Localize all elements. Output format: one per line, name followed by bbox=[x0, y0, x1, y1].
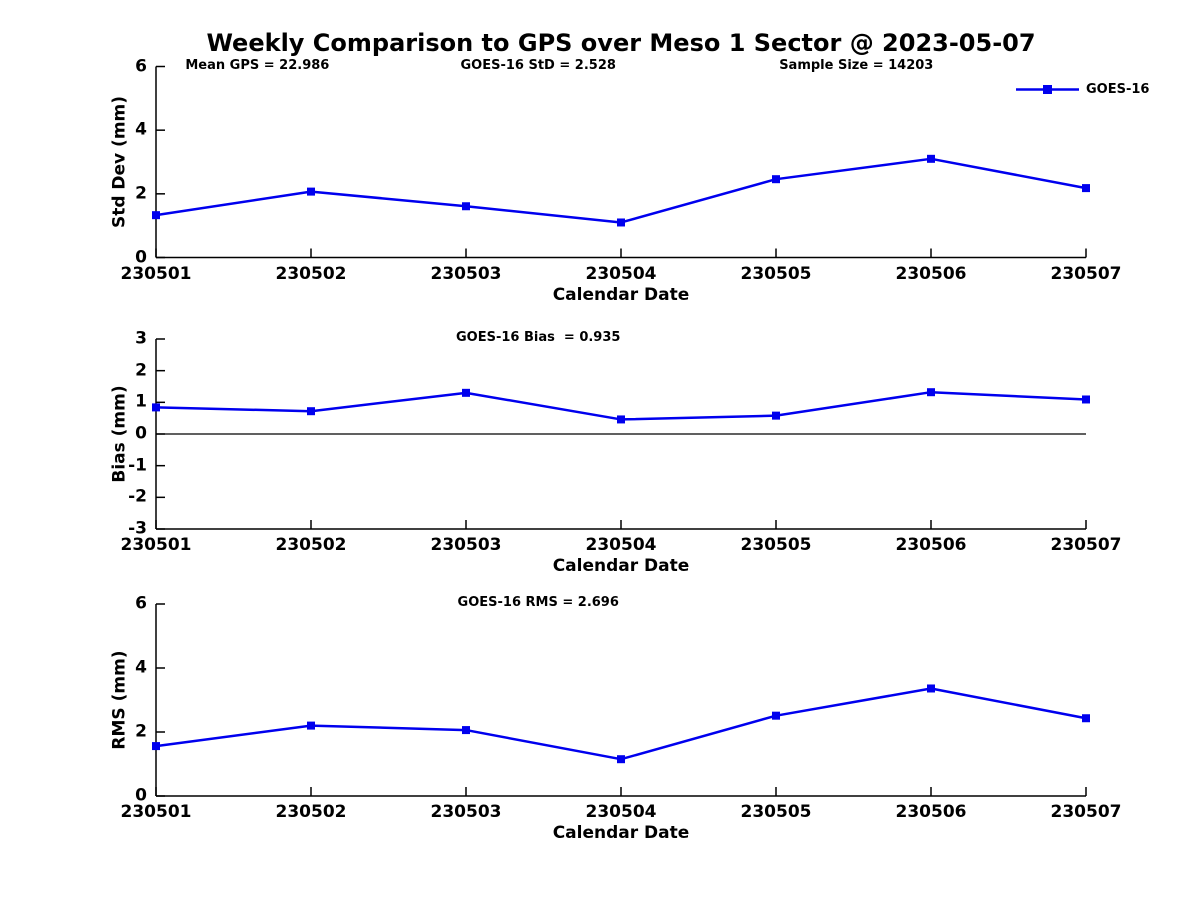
figure-title: Weekly Comparison to GPS over Meso 1 Sec… bbox=[206, 29, 1036, 57]
y-axis-label: RMS (mm) bbox=[109, 650, 130, 750]
x-tick-label: 230505 bbox=[740, 263, 812, 284]
series-marker bbox=[152, 742, 160, 751]
x-axis-label: Calendar Date bbox=[552, 556, 690, 576]
x-tick-label: 230505 bbox=[740, 802, 812, 822]
x-tick-label: 230503 bbox=[430, 535, 502, 555]
x-tick-label: 230501 bbox=[120, 263, 192, 284]
x-tick-label: 230506 bbox=[895, 535, 967, 555]
y-axis-label: Std Dev (mm) bbox=[109, 95, 130, 229]
series-marker bbox=[1082, 395, 1090, 404]
x-tick-label: 230507 bbox=[1050, 263, 1122, 284]
series-line bbox=[155, 390, 1087, 421]
series-marker bbox=[307, 721, 315, 730]
series-marker bbox=[462, 726, 470, 735]
chart-annotation: GOES-16 Bias = 0.935 bbox=[455, 330, 621, 345]
series-marker bbox=[772, 175, 780, 184]
legend-marker bbox=[1043, 85, 1052, 94]
series-marker bbox=[152, 403, 160, 412]
x-tick-label: 230502 bbox=[275, 802, 347, 822]
x-tick-label: 230502 bbox=[275, 535, 347, 555]
y-tick-label: -2 bbox=[128, 486, 147, 507]
y-tick-label: -3 bbox=[128, 518, 147, 539]
series-marker bbox=[617, 755, 625, 764]
series-marker bbox=[617, 218, 625, 227]
series-marker bbox=[772, 711, 780, 720]
x-axis-label: Calendar Date bbox=[552, 284, 690, 305]
series-marker bbox=[927, 154, 935, 163]
x-tick-label: 230507 bbox=[1050, 802, 1122, 822]
y-tick-label: 0 bbox=[135, 785, 147, 806]
series-marker bbox=[617, 415, 625, 424]
series-marker bbox=[307, 407, 315, 416]
x-tick-label: 230502 bbox=[275, 263, 347, 284]
series-marker bbox=[307, 187, 315, 196]
series-marker bbox=[462, 202, 470, 211]
y-tick-label: 0 bbox=[135, 247, 147, 267]
y-tick-label: 1 bbox=[135, 391, 147, 412]
series-marker bbox=[462, 388, 470, 397]
x-tick-label: 230501 bbox=[120, 802, 192, 822]
y-tick-label: -1 bbox=[128, 455, 147, 476]
y-tick-label: 2 bbox=[135, 721, 147, 742]
x-tick-label: 230506 bbox=[895, 263, 967, 284]
chart-annotation: GOES-16 StD = 2.528 bbox=[460, 57, 616, 73]
y-tick-label: 6 bbox=[135, 56, 147, 76]
series-line bbox=[155, 687, 1087, 761]
x-tick-label: 230504 bbox=[585, 263, 657, 284]
chart-annotation: Sample Size = 14203 bbox=[779, 57, 934, 73]
series-marker bbox=[1082, 714, 1090, 723]
legend-label: GOES-16 bbox=[1086, 82, 1150, 97]
y-tick-label: 2 bbox=[135, 183, 147, 204]
chart-annotation: GOES-16 RMS = 2.696 bbox=[457, 595, 619, 610]
series-marker bbox=[927, 684, 935, 693]
x-tick-label: 230506 bbox=[895, 802, 967, 822]
series-marker bbox=[772, 411, 780, 420]
x-tick-label: 230504 bbox=[585, 535, 657, 555]
x-tick-label: 230504 bbox=[585, 802, 657, 822]
y-tick-label: 3 bbox=[135, 328, 147, 349]
y-axis-label: Bias (mm) bbox=[109, 385, 130, 483]
x-tick-label: 230501 bbox=[120, 535, 192, 555]
x-tick-label: 230503 bbox=[430, 263, 502, 284]
x-axis-label: Calendar Date bbox=[552, 823, 690, 843]
x-tick-label: 230505 bbox=[740, 535, 812, 555]
x-tick-label: 230503 bbox=[430, 802, 502, 822]
y-tick-label: 2 bbox=[135, 360, 147, 381]
y-tick-label: 0 bbox=[135, 423, 147, 444]
x-tick-label: 230507 bbox=[1050, 535, 1122, 555]
series-marker bbox=[152, 211, 160, 220]
series-marker bbox=[1082, 184, 1090, 193]
series-marker bbox=[927, 388, 935, 397]
series-line bbox=[155, 157, 1087, 224]
y-tick-label: 4 bbox=[135, 657, 147, 678]
chart-annotation: Mean GPS = 22.986 bbox=[185, 57, 330, 73]
y-tick-label: 6 bbox=[135, 593, 147, 614]
y-tick-label: 4 bbox=[135, 119, 147, 140]
